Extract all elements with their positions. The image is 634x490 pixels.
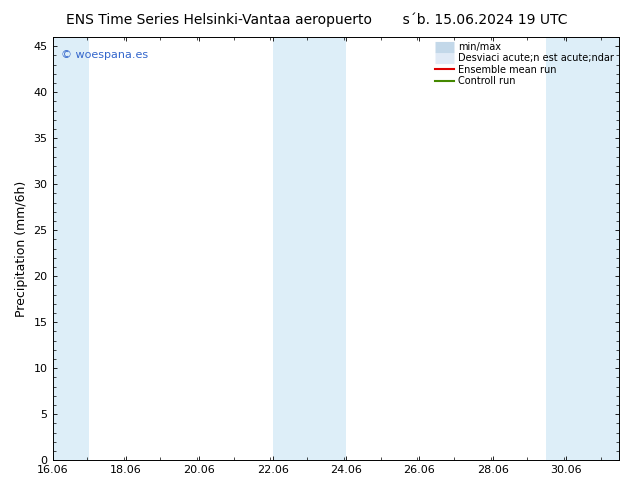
Legend: min/max, Desviaci acute;n est acute;ndar, Ensemble mean run, Controll run: min/max, Desviaci acute;n est acute;ndar… <box>433 40 616 88</box>
Bar <box>546 37 619 460</box>
Bar <box>273 37 346 460</box>
Bar <box>53 37 89 460</box>
Text: ENS Time Series Helsinki-Vantaa aeropuerto       s´b. 15.06.2024 19 UTC: ENS Time Series Helsinki-Vantaa aeropuer… <box>66 12 568 27</box>
Y-axis label: Precipitation (mm/6h): Precipitation (mm/6h) <box>15 180 28 317</box>
Text: © woespana.es: © woespana.es <box>61 50 148 60</box>
